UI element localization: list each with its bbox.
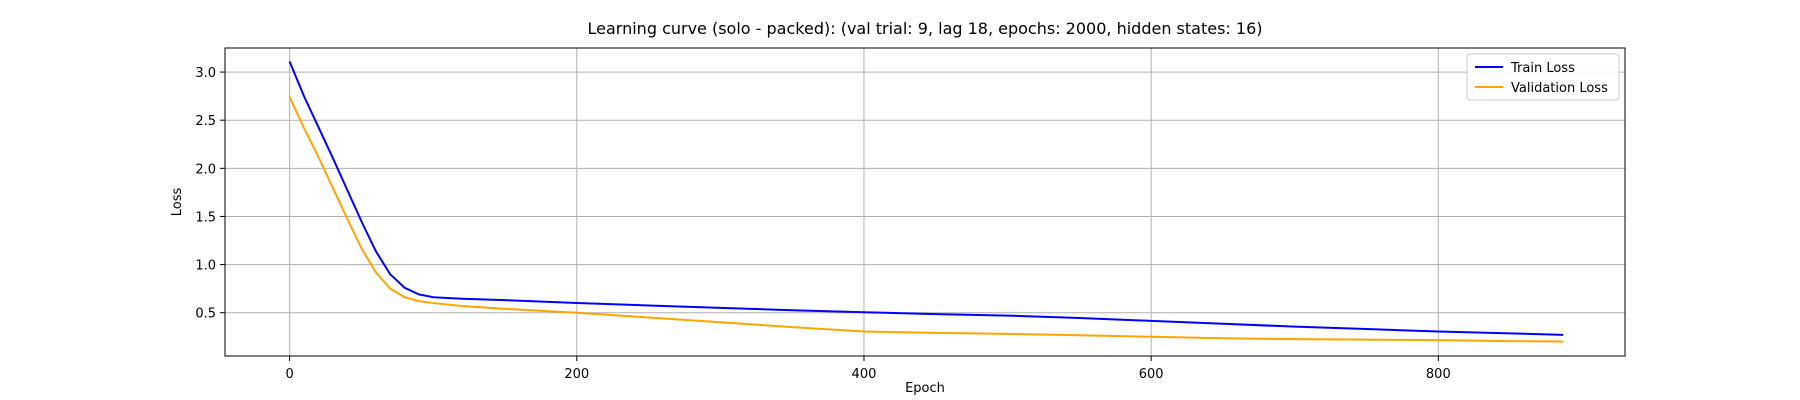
y-tick-label: 1.0 [195,259,216,274]
x-axis-label: Epoch [905,381,945,396]
plot-area: 0 200 400 600 800 0.5 1.0 1.5 2.0 2.5 3.0 Train Los… [195,47,1626,382]
x-tick-label: 800 [1426,367,1451,382]
legend-box [1466,53,1620,101]
series-line-validation-loss [288,96,1564,343]
y-tick-label: 2.5 [195,114,216,129]
plot-frame [224,47,1626,357]
y-tick-label: 2.0 [195,162,216,177]
legend: Train Loss Validation Loss [1466,53,1620,101]
y-tick-label: 0.5 [195,307,216,322]
x-tick-label: 0 [285,367,293,382]
x-tick-label: 400 [852,367,877,382]
y-tick-label: 1.5 [195,210,216,225]
y-tick-label: 3.0 [195,66,216,81]
chart-title: Learning curve (solo - packed): (val tri… [588,19,1263,38]
legend-label: Validation Loss [1511,81,1608,96]
legend-label: Train Loss [1510,61,1575,76]
series-line-train-loss [288,61,1564,336]
y-axis-label: Loss [170,188,185,217]
x-tick-label: 200 [564,367,589,382]
x-tick-label: 600 [1139,367,1164,382]
